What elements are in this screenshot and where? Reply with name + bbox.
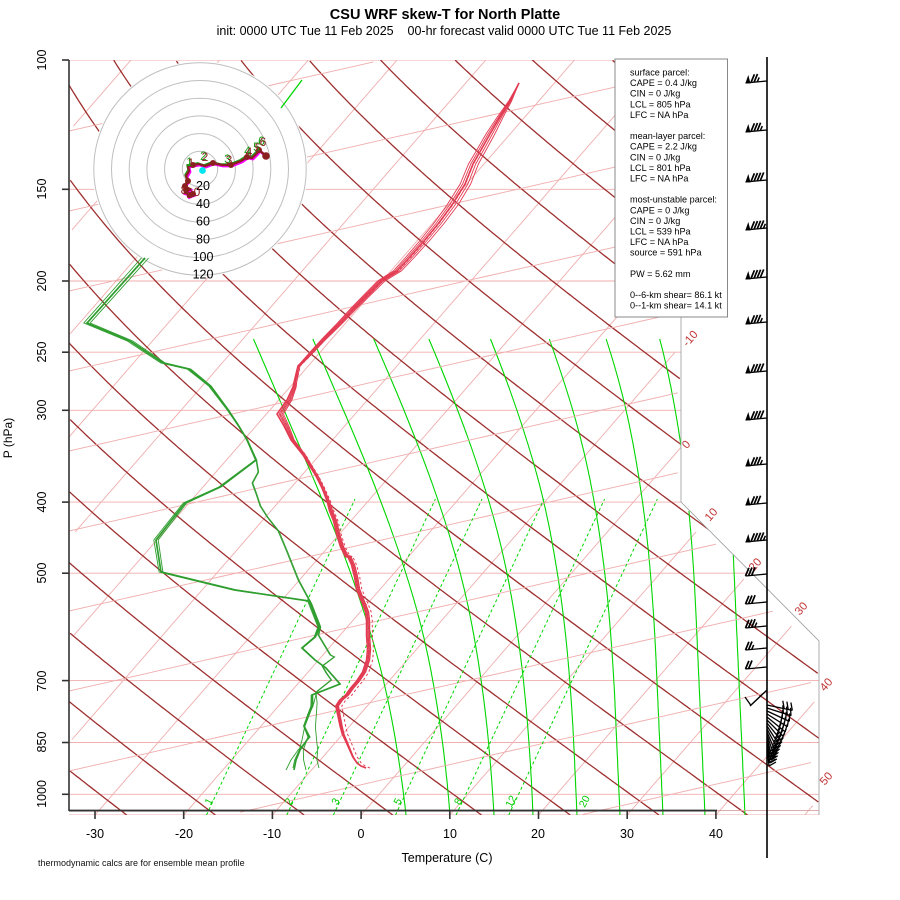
- svg-text:700: 700: [35, 671, 49, 692]
- svg-text:30: 30: [620, 827, 634, 841]
- svg-text:2: 2: [200, 149, 207, 163]
- svg-text:9: 9: [187, 187, 194, 201]
- svg-text:CAPE = 0.4 J/kg: CAPE = 0.4 J/kg: [630, 78, 697, 88]
- svg-text:300: 300: [35, 400, 49, 421]
- svg-text:20: 20: [196, 179, 210, 193]
- svg-text:PW = 5.62 mm: PW = 5.62 mm: [630, 269, 690, 279]
- svg-text:0--1-km shear= 14.1 kt: 0--1-km shear= 14.1 kt: [630, 301, 722, 311]
- svg-text:80: 80: [196, 232, 210, 246]
- svg-text:-30: -30: [86, 827, 104, 841]
- svg-text:3: 3: [224, 152, 231, 166]
- svg-text:Temperature (C): Temperature (C): [402, 851, 493, 865]
- svg-text:100: 100: [193, 250, 214, 264]
- svg-text:2: 2: [202, 150, 209, 164]
- svg-text:250: 250: [35, 342, 49, 363]
- svg-text:P (hPa): P (hPa): [1, 418, 15, 458]
- svg-text:40: 40: [196, 197, 210, 211]
- svg-text:CAPE = 2.2 J/kg: CAPE = 2.2 J/kg: [630, 142, 697, 152]
- svg-text:6: 6: [258, 134, 265, 148]
- svg-text:1000: 1000: [35, 780, 49, 808]
- svg-text:6: 6: [260, 135, 267, 149]
- svg-text:LCL = 805 hPa: LCL = 805 hPa: [630, 99, 692, 109]
- svg-text:mean-layer parcel:: mean-layer parcel:: [630, 131, 705, 141]
- svg-text:-20: -20: [175, 827, 193, 841]
- svg-text:20: 20: [577, 793, 593, 809]
- svg-text:-10: -10: [263, 827, 281, 841]
- svg-text:init: 0000 UTC Tue 11 Feb 2025: init: 0000 UTC Tue 11 Feb 2025 00-hr for…: [217, 24, 672, 38]
- svg-text:8: 8: [452, 796, 465, 807]
- svg-text:12: 12: [503, 793, 519, 809]
- svg-text:150: 150: [35, 179, 49, 200]
- svg-text:5: 5: [253, 140, 260, 154]
- svg-text:8: 8: [181, 183, 188, 197]
- svg-text:500: 500: [35, 563, 49, 584]
- svg-text:850: 850: [35, 732, 49, 753]
- svg-text:most-unstable parcel:: most-unstable parcel:: [630, 195, 717, 205]
- svg-text:CIN = 0 J/kg: CIN = 0 J/kg: [630, 89, 680, 99]
- svg-text:LCL = 539 hPa: LCL = 539 hPa: [630, 227, 692, 237]
- svg-text:thermodynamic calcs are for en: thermodynamic calcs are for ensemble mea…: [38, 858, 245, 868]
- svg-text:2: 2: [283, 796, 296, 807]
- svg-text:60: 60: [196, 215, 210, 229]
- svg-text:1: 1: [186, 155, 193, 169]
- svg-text:4: 4: [244, 144, 251, 158]
- svg-text:CIN = 0 J/kg: CIN = 0 J/kg: [630, 216, 680, 226]
- svg-text:0: 0: [194, 185, 201, 199]
- svg-text:200: 200: [35, 271, 49, 292]
- svg-text:4: 4: [246, 145, 253, 159]
- svg-text:LFC = NA hPa: LFC = NA hPa: [630, 174, 689, 184]
- svg-text:3: 3: [226, 153, 233, 167]
- svg-text:surface parcel:: surface parcel:: [630, 68, 690, 78]
- svg-text:source = 591 hPa: source = 591 hPa: [630, 248, 702, 258]
- svg-text:LCL = 801 hPa: LCL = 801 hPa: [630, 163, 692, 173]
- svg-text:5: 5: [255, 141, 262, 155]
- svg-text:1: 1: [202, 796, 215, 807]
- svg-text:LFC = NA hPa: LFC = NA hPa: [630, 237, 689, 247]
- svg-text:120: 120: [193, 268, 214, 282]
- svg-text:5: 5: [391, 796, 404, 807]
- svg-text:CIN = 0 J/kg: CIN = 0 J/kg: [630, 152, 680, 162]
- svg-text:100: 100: [35, 50, 49, 71]
- svg-text:3: 3: [329, 796, 342, 807]
- svg-text:10: 10: [443, 827, 457, 841]
- svg-text:CAPE = 0 J/kg: CAPE = 0 J/kg: [630, 205, 689, 215]
- svg-text:0--6-km shear= 86.1 kt: 0--6-km shear= 86.1 kt: [630, 290, 722, 300]
- svg-text:40: 40: [709, 827, 723, 841]
- svg-text:LFC = NA hPa: LFC = NA hPa: [630, 110, 689, 120]
- svg-text:20: 20: [531, 827, 545, 841]
- svg-text:400: 400: [35, 492, 49, 513]
- svg-text:1: 1: [188, 156, 195, 170]
- svg-text:CSU WRF skew-T for North Platt: CSU WRF skew-T for North Platte: [330, 7, 560, 23]
- svg-text:0: 0: [358, 827, 365, 841]
